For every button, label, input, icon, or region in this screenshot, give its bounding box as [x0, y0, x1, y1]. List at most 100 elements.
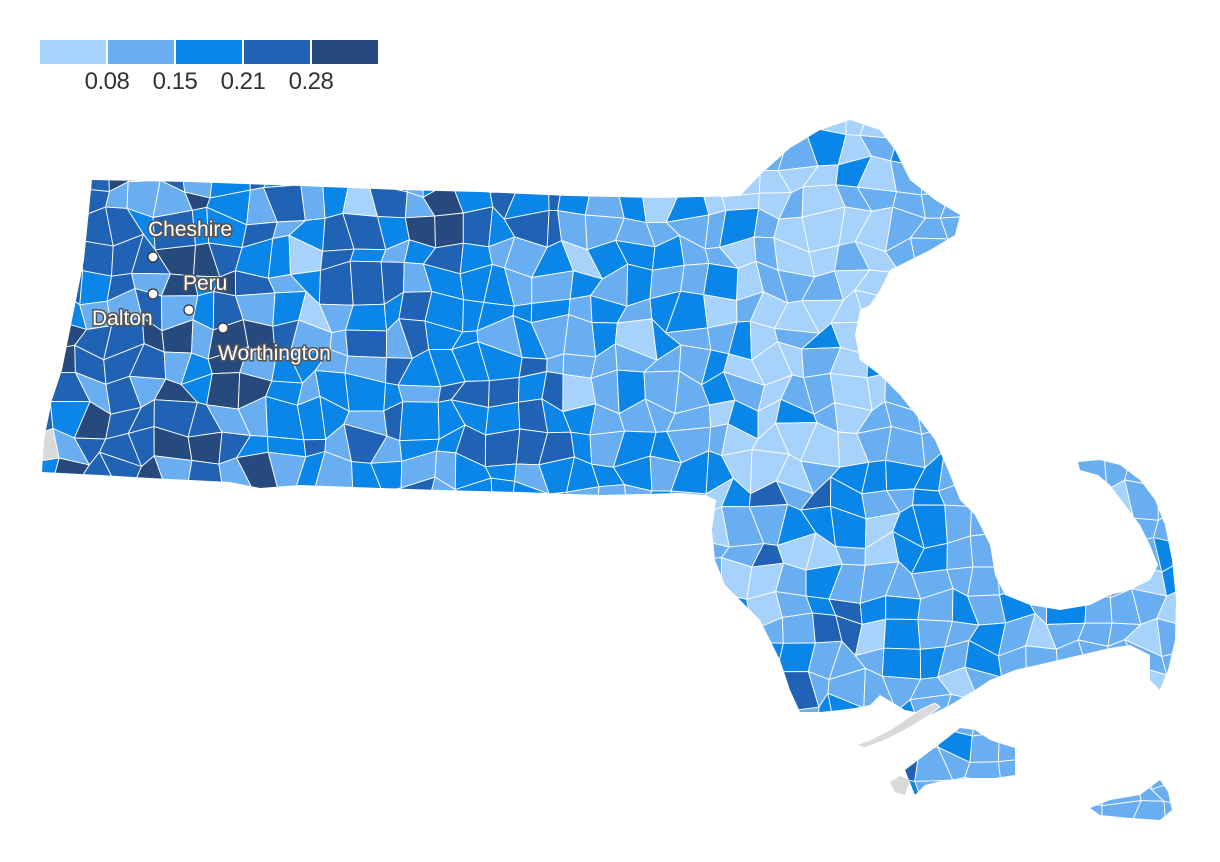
- town-region: [322, 588, 358, 625]
- town-region: [781, 612, 816, 644]
- town-region: [859, 120, 898, 140]
- town-region: [720, 18, 750, 56]
- town-region: [1050, 152, 1090, 195]
- town-region: [1156, 617, 1176, 657]
- town-region: [266, 487, 297, 511]
- town-region: [616, 665, 655, 703]
- town-region: [3, 221, 30, 250]
- town-region: [479, 703, 520, 728]
- town-region: [993, 224, 1033, 253]
- town-region: [1217, 50, 1220, 88]
- town-region: [678, 719, 704, 766]
- town-region: [1193, 629, 1220, 650]
- town-region: [640, 159, 685, 190]
- town-region: [561, 157, 593, 187]
- town-region: [890, 124, 924, 168]
- town-region: [666, 784, 699, 819]
- town-region: [936, 120, 978, 138]
- town-region: [322, 164, 350, 186]
- town-region: [476, 613, 513, 651]
- town-region: [565, 486, 600, 519]
- town-region: [1073, 534, 1113, 574]
- town-region: [697, 0, 736, 23]
- town-region: [0, 464, 33, 491]
- town-region: [943, 803, 973, 820]
- town-region: [1208, 303, 1220, 332]
- town-region: [1104, 399, 1141, 440]
- town-region: [380, 627, 414, 656]
- town-region: [1180, 50, 1220, 87]
- town-region: [425, 763, 458, 783]
- town-region: [637, 640, 683, 678]
- town-region: [112, 479, 137, 518]
- town-region: [262, 164, 305, 189]
- town-region: [449, 619, 492, 651]
- town-region: [185, 638, 218, 682]
- town-region: [62, 130, 87, 164]
- town-region: [1047, 407, 1074, 440]
- town-region: [109, 807, 143, 820]
- town-region: [157, 120, 192, 137]
- town-region: [0, 126, 34, 159]
- town-region: [329, 724, 346, 767]
- town-region: [451, 137, 496, 166]
- town-region: [1185, 588, 1220, 629]
- town-region: [42, 186, 61, 222]
- town-region: [98, 696, 141, 730]
- town-region: [508, 791, 545, 813]
- town-region: [406, 586, 436, 630]
- town-region: [1194, 210, 1207, 248]
- town-region: [1078, 839, 1115, 862]
- town-region: [59, 213, 90, 241]
- town-region: [208, 829, 248, 862]
- town-region: [1138, 381, 1163, 402]
- town-region: [428, 839, 461, 862]
- town-region: [559, 72, 599, 114]
- town-region: [373, 836, 407, 862]
- town-region: [530, 130, 572, 170]
- town-region: [676, 120, 708, 141]
- town-region: [138, 623, 170, 650]
- town-labels: Cheshire Peru Dalton Worthington: [91, 217, 333, 367]
- town-region: [315, 131, 351, 169]
- town-region: [623, 538, 653, 565]
- town-region: [1214, 435, 1220, 466]
- town-region: [916, 410, 953, 435]
- town-region: [530, 670, 571, 703]
- town-region: [373, 26, 414, 62]
- town-region: [1180, 32, 1220, 62]
- town-region: [80, 700, 115, 730]
- town-region: [0, 697, 6, 731]
- town-region: [758, 120, 793, 141]
- town-region: [1087, 27, 1112, 48]
- town-region: [675, 130, 710, 170]
- town-region: [1016, 152, 1062, 196]
- town-region: [46, 749, 90, 787]
- town-region: [107, 120, 140, 138]
- town-region: [3, 774, 32, 817]
- town-region: [615, 830, 653, 857]
- town-region: [345, 329, 388, 359]
- town-region: [911, 828, 954, 862]
- town-region: [30, 0, 46, 32]
- town-region: [73, 761, 105, 782]
- town-region: [234, 130, 279, 167]
- town-region: [453, 835, 493, 862]
- town-region: [266, 649, 296, 670]
- town-region: [351, 521, 379, 548]
- town-region: [998, 458, 1034, 487]
- town-region: [858, 757, 887, 777]
- town-region: [217, 485, 253, 520]
- town-region: [746, 757, 789, 788]
- town-region: [110, 0, 144, 30]
- town-region: [1214, 103, 1220, 145]
- town-region: [721, 169, 761, 198]
- town-region: [153, 559, 191, 602]
- town-region: [891, 269, 918, 300]
- town-region: [964, 776, 1002, 818]
- town-region: [183, 559, 223, 599]
- town-region: [678, 0, 702, 4]
- town-region: [47, 666, 82, 703]
- town-region: [42, 721, 62, 752]
- town-region: [128, 120, 162, 135]
